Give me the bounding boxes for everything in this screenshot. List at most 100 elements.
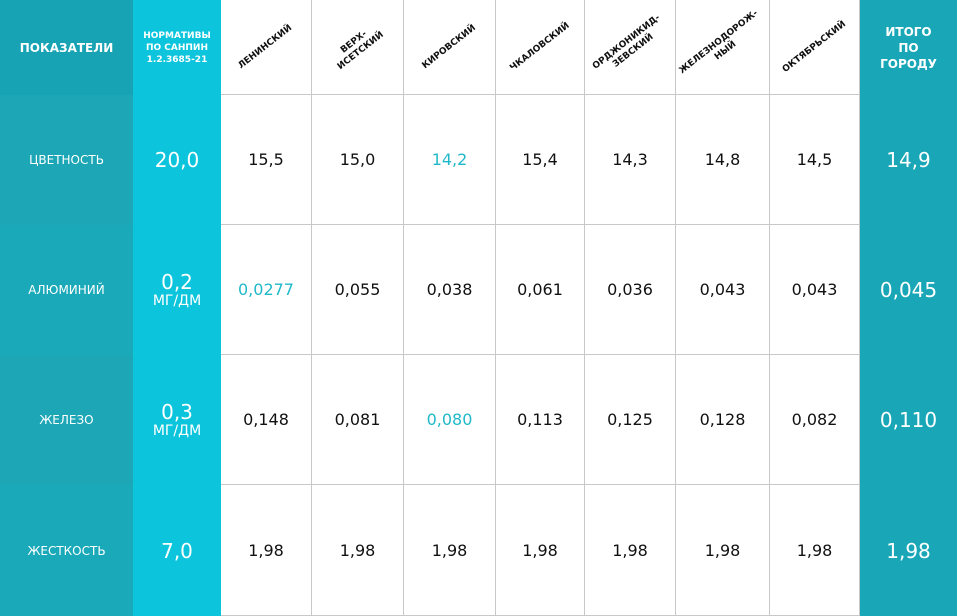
value-cell: 0,082 (770, 355, 860, 485)
district-header: КИРОВСКИЙ (404, 0, 496, 95)
district-header: ОРДЖОНИКИД- ЗЕВСКИЙ (585, 0, 676, 95)
norm-header-line: ПО САНПИН (145, 42, 208, 53)
district-header: ЖЕЛЕЗНОДОРОЖ- НЫЙ (676, 0, 770, 95)
total-cell: 0,045 (860, 225, 957, 355)
value-cell: 0,043 (770, 225, 860, 355)
value-cell: 1,98 (496, 485, 585, 616)
value-cell: 15,5 (221, 95, 312, 225)
value: 1,98 (248, 540, 284, 560)
value-cell: 1,98 (404, 485, 496, 616)
total-header-line: ГОРОДУ (880, 56, 937, 71)
total-value: 0,110 (879, 408, 938, 432)
row-label-cell: ЖЕЛЕЗО (0, 355, 133, 485)
value: 0,082 (791, 410, 838, 429)
value-cell: 0,113 (496, 355, 585, 485)
row-label: ЖЕЛЕЗО (39, 413, 94, 427)
district-label: ЛЕНИНСКИЙ (237, 23, 295, 72)
norm-cell: 0,2 МГ/ДМ (133, 225, 221, 355)
value: 0,113 (517, 410, 563, 429)
value: 0,043 (699, 280, 746, 299)
value: 1,98 (339, 540, 376, 560)
value: 15,4 (522, 150, 558, 169)
total-header-line: ИТОГО (885, 24, 932, 39)
total-cell: 0,110 (860, 355, 957, 485)
district-label: ОРДЖОНИКИД- ЗЕВСКИЙ (591, 13, 670, 81)
norm-value: 0,2 (161, 270, 193, 294)
row-label-cell: ЖЕСТКОСТЬ (0, 485, 133, 616)
district-line: ОКТЯБРЬСКИЙ (780, 18, 848, 75)
norm-unit: МГ/ДМ (152, 293, 202, 309)
total-value: 14,9 (886, 148, 931, 172)
row-label: АЛЮМИНИЙ (28, 283, 105, 297)
norm-cell: 0,3 МГ/ДМ (133, 355, 221, 485)
value: 15,5 (248, 150, 284, 169)
total-cell: 14,9 (860, 95, 957, 225)
value: 0,061 (517, 280, 563, 299)
district-line: КИРОВСКИЙ (420, 22, 478, 71)
value-cell: 14,3 (585, 95, 676, 225)
norm-cell: 20,0 (133, 95, 221, 225)
value-cell: 14,8 (676, 95, 770, 225)
value: 0,148 (243, 410, 289, 429)
value-cell: 0,0277 (221, 225, 312, 355)
value-cell: 1,98 (770, 485, 860, 616)
header-cell: ПОКАЗАТЕЛИ (0, 0, 133, 95)
district-header: ЛЕНИНСКИЙ (221, 0, 312, 95)
value-cell: 0,043 (676, 225, 770, 355)
value-cell: 0,055 (312, 225, 404, 355)
value-cell: 0,036 (585, 225, 676, 355)
value-cell: 1,98 (221, 485, 312, 616)
value: 14,3 (612, 150, 648, 169)
value-cell: 0,125 (585, 355, 676, 485)
value-cell: 0,148 (221, 355, 312, 485)
value: 14,2 (431, 150, 468, 169)
district-line: ЖЕЛЕЗНОДОРОЖ- (677, 8, 761, 77)
district-header: ОКТЯБРЬСКИЙ (770, 0, 860, 95)
value-cell: 1,98 (312, 485, 404, 616)
value: 0,055 (334, 280, 381, 299)
norm-unit: МГ/ДМ (152, 423, 202, 439)
district-label: ЖЕЛЕЗНОДОРОЖ- НЫЙ (677, 8, 767, 85)
value-cell: 0,080 (404, 355, 496, 485)
value: 14,8 (704, 150, 741, 169)
row-label-cell: ЦВЕТНОСТЬ (0, 95, 133, 225)
norm-value: 7,0 (161, 538, 193, 563)
value: 0,125 (607, 410, 653, 429)
value: 0,080 (426, 410, 473, 429)
value: 0,0277 (238, 280, 294, 299)
district-label: КИРОВСКИЙ (420, 23, 478, 72)
value: 1,98 (704, 540, 741, 560)
norm-header-line: НОРМАТИВЫ (143, 30, 211, 41)
total-cell: 1,98 (860, 485, 957, 616)
header-label: ПОКАЗАТЕЛИ (19, 40, 114, 55)
value: 1,98 (431, 540, 468, 560)
total-value: 1,98 (886, 538, 931, 563)
value-cell: 1,98 (676, 485, 770, 616)
value: 15,0 (339, 150, 376, 169)
district-header: ЧКАЛОВСКИЙ (496, 0, 585, 95)
norm-cell: 7,0 (133, 485, 221, 616)
district-label: ЧКАЛОВСКИЙ (508, 20, 572, 73)
header-cell: ИТОГО ПО ГОРОДУ (860, 0, 957, 95)
value: 14,5 (796, 150, 833, 169)
value-cell: 0,038 (404, 225, 496, 355)
norm-header-line: 1.2.3685-21 (146, 54, 208, 65)
district-line: ЛЕНИНСКИЙ (236, 22, 295, 71)
value: 0,043 (791, 280, 838, 299)
value: 1,98 (522, 540, 558, 560)
value-cell: 15,4 (496, 95, 585, 225)
value: 0,128 (699, 410, 746, 429)
header-cell: НОРМАТИВЫ ПО САНПИН 1.2.3685-21 (133, 0, 221, 95)
value-cell: 0,081 (312, 355, 404, 485)
value: 0,081 (334, 410, 381, 429)
value-cell: 14,5 (770, 95, 860, 225)
value-cell: 0,061 (496, 225, 585, 355)
value-cell: 14,2 (404, 95, 496, 225)
row-label-cell: АЛЮМИНИЙ (0, 225, 133, 355)
value: 0,036 (607, 280, 653, 299)
total-value: 0,045 (879, 278, 938, 302)
value: 1,98 (612, 540, 648, 560)
row-label: ЖЕСТКОСТЬ (27, 543, 106, 558)
district-label: ОКТЯБРЬСКИЙ (781, 19, 849, 75)
